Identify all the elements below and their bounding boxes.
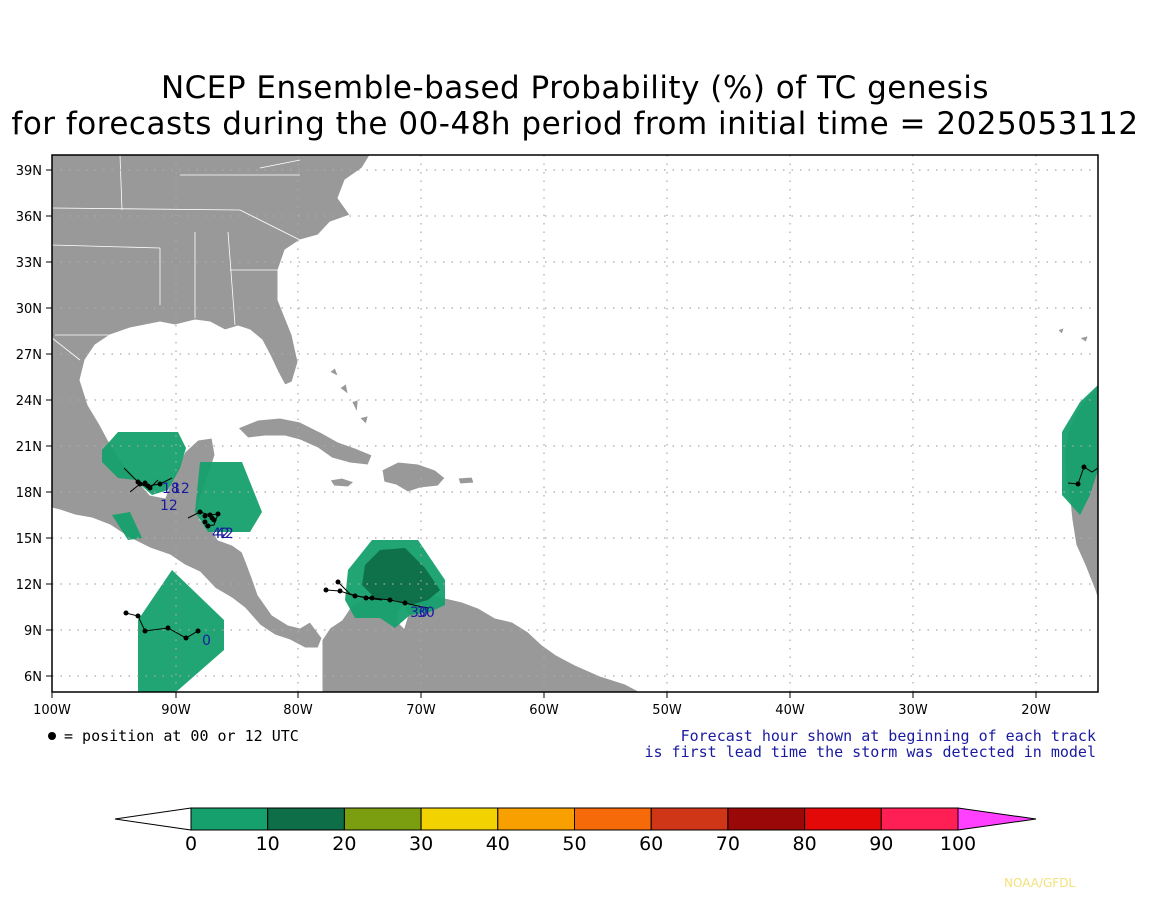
track-hour-label: 12 [172,481,190,497]
position-legend-note: = position at 00 or 12 UTC [64,727,299,745]
colorbar-tick-label: 70 [716,833,740,855]
longitude-labels: 100W 90W 80W 70W 60W 50W 40W 30W 20W [33,703,1051,718]
land-cuba [237,417,373,466]
track-hour-label: 30 [417,605,435,621]
lat-label: 12N [16,578,42,593]
lon-label: 60W [529,703,559,718]
track-hour-labels: 18 12 12 42 42 30 30 0 [160,481,435,649]
colorbar-segment [420,807,499,831]
colorbar-segment [190,807,269,831]
track-bay-campeche-b [129,479,159,493]
lon-label: 30W [898,703,928,718]
colorbar-tick-label: 50 [562,833,586,855]
colorbar-segment [727,807,806,831]
lon-label: 40W [775,703,805,718]
colorbar-tick-label: 60 [639,833,663,855]
position-marker-icon [48,732,56,740]
latitude-labels: 39N 36N 33N 30N 27N 24N 21N 18N 15N 12N … [16,164,42,685]
colorbar-under-arrow [114,807,192,831]
colorbar-tick-label: 90 [869,833,893,855]
colorbar-segment [574,807,652,831]
credit-label: NOAA/GFDL [1004,876,1076,890]
lat-label: 36N [16,210,42,225]
title-line-1: NCEP Ensemble-based Probability (%) of T… [160,70,990,106]
forecast-note-line-1: Forecast hour shown at beginning of each… [680,727,1096,745]
land-hispaniola [381,461,446,493]
track-hour-label: 42 [212,526,230,542]
lat-label: 24N [16,394,42,409]
land-jamaica [329,477,356,488]
map-area: 18 12 12 42 42 30 30 0 [52,155,1098,692]
lat-label: 18N [16,486,42,501]
prob-area-east-pacific [138,570,224,692]
colorbar-tick-label: 30 [409,833,433,855]
lat-label: 27N [16,348,42,363]
track-hour-label: 12 [160,498,178,514]
lat-label: 39N [16,164,42,179]
track-hour-label: 0 [202,633,211,649]
prob-area-bay-of-campeche [102,432,186,495]
track-hour-label: 42 [216,526,234,542]
colorbar-tick-label: 100 [940,833,976,855]
land-puerto-rico [457,476,475,485]
land-canary-islands [1057,327,1089,343]
colorbar-tick-label: 20 [332,833,356,855]
prob-area-west-africa [1062,385,1098,515]
land-bahamas [329,367,369,425]
lon-label: 50W [652,703,682,718]
lon-label: 20W [1021,703,1051,718]
colorbar: 0 10 20 30 40 50 60 70 80 90 100 [114,807,1037,855]
track-positions [123,464,1087,641]
lon-label: 100W [33,703,71,718]
state-borders [52,155,301,361]
lat-label: 33N [16,256,42,271]
colorbar-tick-label: 80 [793,833,817,855]
lat-label: 21N [16,440,42,455]
lon-label: 80W [283,703,313,718]
colorbar-over-arrow [957,807,1037,831]
forecast-note-line-2: is first lead time the storm was detecte… [644,743,1096,761]
colorbar-tick-label: 0 [185,833,197,855]
prob-area-central-caribbean-20 [362,548,440,605]
lon-label: 90W [161,703,191,718]
colorbar-segment [880,807,959,831]
track-caribbean [325,589,429,609]
colorbar-segment [267,807,345,831]
colorbar-tick-label: 10 [256,833,280,855]
colorbar-segment [650,807,729,831]
track-hour-label: 30 [410,605,428,621]
lon-label: 70W [406,703,436,718]
colorbar-segment [497,807,575,831]
prob-area-gulf-honduras-west [112,512,142,540]
colorbar-tick-label: 40 [486,833,510,855]
lat-label: 9N [24,624,42,639]
lat-label: 15N [16,532,42,547]
colorbar-segment [343,807,422,831]
lat-label: 30N [16,302,42,317]
title-line-2: for forecasts during the 00-48h period f… [11,106,1139,142]
track-hour-label: 18 [162,481,180,497]
axis-ticks [46,169,1037,698]
map-frame [51,154,1099,693]
lat-label: 6N [24,670,42,685]
colorbar-segment [804,807,882,831]
